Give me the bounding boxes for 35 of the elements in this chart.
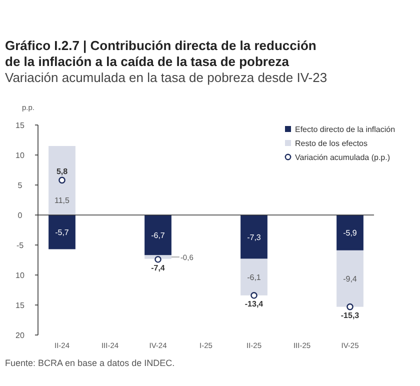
- bar: [48, 146, 76, 215]
- point: [346, 303, 354, 310]
- y-tick-label: 5: [18, 181, 23, 190]
- data-label: -13,4: [244, 299, 264, 308]
- data-label: -7,4: [151, 263, 166, 272]
- data-label: -15,3: [340, 310, 360, 320]
- y-tick-label: 15: [16, 301, 25, 310]
- y-tick-label: 15: [16, 121, 25, 130]
- bar: [336, 215, 364, 250]
- chart-subtitle: Variación acumulada en la tasa de pobreza desde IV-23: [5, 70, 328, 85]
- data-label: -9,4: [343, 274, 358, 284]
- data-label: -5,7: [55, 228, 70, 238]
- source-note: Fuente: BCRA en base a datos de INDEC.: [5, 358, 175, 368]
- data-label: 11,5: [54, 196, 70, 205]
- bar: [240, 258, 268, 296]
- point: [250, 292, 258, 299]
- y-tick-label: 0: [18, 211, 23, 220]
- data-label: -6,1: [247, 273, 262, 282]
- y-tick-label: 20: [16, 331, 25, 340]
- y-tick-label: 10: [16, 151, 25, 160]
- point: [154, 256, 162, 263]
- y-tick-label: -5: [16, 241, 24, 250]
- legend-label: Variación acumulada (p.p.): [295, 153, 390, 162]
- data-label: -6,7: [151, 231, 166, 240]
- legend-label: Resto de los efectos: [295, 139, 368, 148]
- data-label: -7,3: [247, 232, 262, 242]
- chart-title: Gráfico I.2.7 | Contribución directa de la reducción de la inflación a la caída de la tasa de pobreza: [5, 38, 316, 69]
- y-tick-label: 10: [16, 271, 25, 280]
- bar: [336, 250, 364, 307]
- data-label: 5,8: [56, 167, 68, 176]
- bar: [240, 215, 268, 259]
- data-label: -5,9: [343, 228, 358, 238]
- bar: [48, 215, 76, 250]
- point: [58, 176, 66, 184]
- legend-label: Efecto directo de la inflación: [295, 125, 396, 134]
